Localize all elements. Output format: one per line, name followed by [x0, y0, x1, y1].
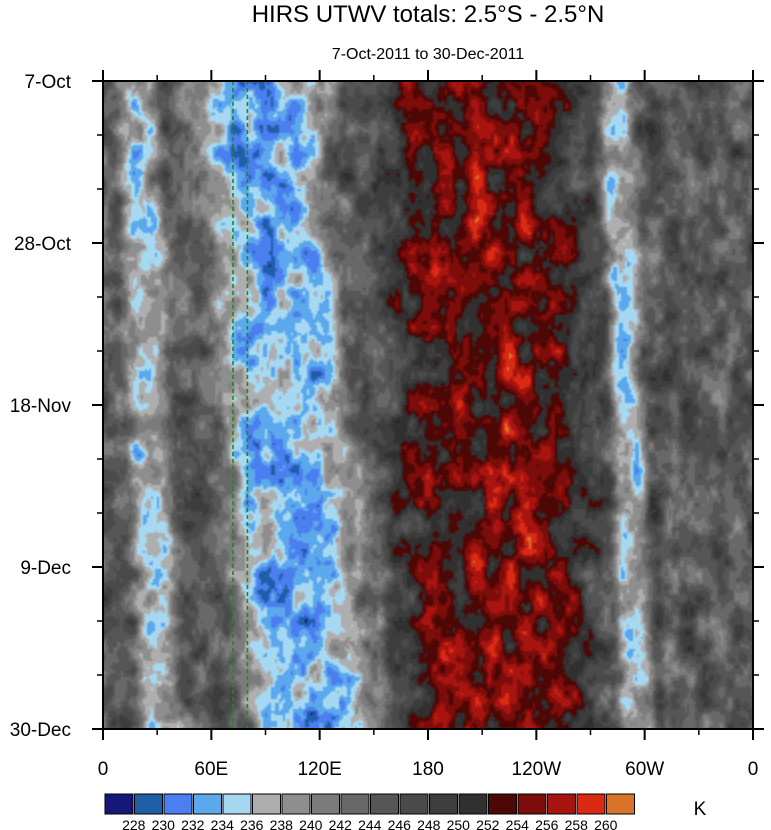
colorbar-level-label: 250	[447, 817, 471, 830]
colorbar-swatch	[576, 793, 606, 815]
colorbar-swatch	[134, 793, 163, 815]
x-tick-label: 60W	[625, 759, 664, 780]
y-axis: 7-Oct 28-Oct 18-Nov 9-Dec 30-Dec	[10, 72, 764, 741]
colorbar-swatch	[222, 793, 252, 815]
colorbar-level-label: 240	[299, 817, 323, 830]
colorbar-swatch	[281, 793, 311, 815]
colorbar-swatch	[606, 793, 635, 815]
colorbar: 228 230 232 234 236 238 240 242 244 246 248 250 252 2…	[104, 793, 635, 830]
colorbar-level-label: 254	[506, 817, 530, 830]
x-tick-label: 0	[98, 759, 109, 780]
y-tick-label: 7-Oct	[25, 72, 72, 93]
colorbar-swatch	[340, 793, 370, 815]
y-tick-label: 9-Dec	[20, 558, 71, 579]
colorbar-level-label: 236	[240, 817, 264, 830]
colorbar-level-label: 248	[417, 817, 441, 830]
colorbar-level-label: 230	[152, 817, 176, 830]
colorbar-level-label: 228	[122, 817, 146, 830]
colorbar-swatch	[547, 793, 576, 815]
colorbar-unit-label: K	[694, 799, 707, 820]
colorbar-swatch	[252, 793, 281, 815]
colorbar-level-label: 244	[358, 817, 382, 830]
colorbar-level-label: 242	[329, 817, 353, 830]
colorbar-swatch	[370, 793, 399, 815]
x-axis: 0 60E 120E 180 120W 60W 0	[98, 70, 759, 780]
colorbar-swatch	[429, 793, 458, 815]
colorbar-swatch	[163, 793, 193, 815]
colorbar-swatch	[488, 793, 517, 815]
y-tick-label: 28-Oct	[14, 234, 72, 255]
colorbar-level-label: 256	[535, 817, 559, 830]
colorbar-level-label: 234	[211, 817, 235, 830]
colorbar-level-label: 246	[388, 817, 412, 830]
x-tick-label: 180	[412, 759, 444, 780]
reference-lines	[232, 81, 249, 729]
colorbar-swatch	[458, 793, 488, 815]
colorbar-level-label: 260	[594, 817, 618, 830]
plot-area	[102, 80, 754, 730]
x-tick-label: 0	[748, 759, 759, 780]
y-tick-label: 30-Dec	[10, 720, 71, 741]
colorbar-swatch	[311, 793, 340, 815]
colorbar-level-label: 252	[476, 817, 500, 830]
colorbar-swatch	[399, 793, 429, 815]
colorbar-swatch	[104, 793, 134, 815]
heatmap-field	[103, 81, 753, 729]
x-tick-label: 60E	[194, 759, 228, 780]
colorbar-level-label: 232	[181, 817, 205, 830]
chart-subtitle: 7-Oct-2011 to 30-Dec-2011	[332, 46, 525, 63]
x-tick-label: 120W	[512, 759, 562, 780]
colorbar-level-label: 238	[270, 817, 294, 830]
colorbar-level-label: 258	[565, 817, 589, 830]
x-tick-label: 120E	[297, 759, 341, 780]
colorbar-swatch	[517, 793, 547, 815]
y-tick-label: 18-Nov	[10, 396, 72, 417]
colorbar-swatch	[193, 793, 222, 815]
chart-title: HIRS UTWV totals: 2.5°S - 2.5°N	[252, 1, 605, 28]
